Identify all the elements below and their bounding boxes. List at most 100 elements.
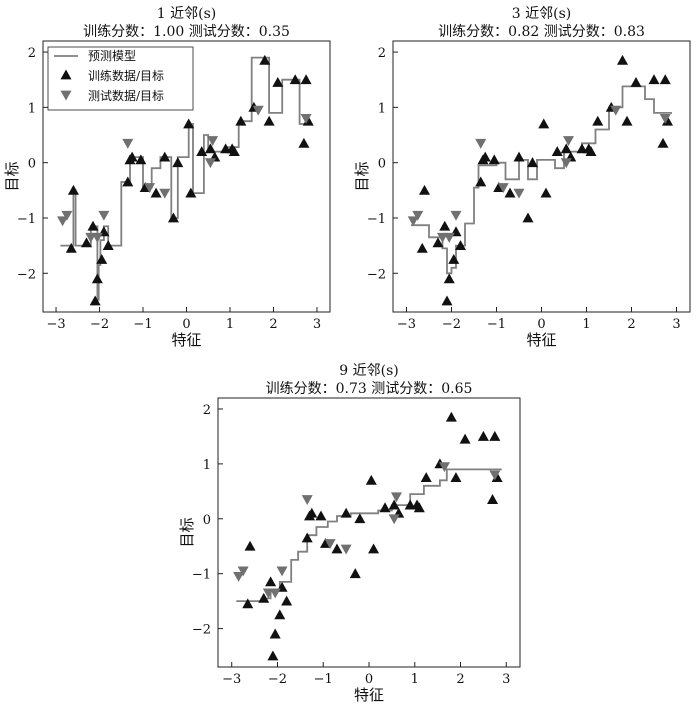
train-point bbox=[455, 240, 466, 251]
train-point bbox=[450, 472, 462, 483]
test-point bbox=[407, 216, 419, 227]
train-point bbox=[267, 650, 279, 661]
test-point bbox=[513, 188, 525, 199]
train-point bbox=[269, 628, 281, 639]
plot-area bbox=[57, 54, 314, 306]
train-point bbox=[448, 253, 460, 264]
train-point bbox=[301, 532, 313, 543]
train-point bbox=[258, 592, 270, 603]
train-point bbox=[592, 115, 604, 126]
plot-frame bbox=[392, 40, 691, 313]
test-point bbox=[563, 136, 574, 147]
train-point bbox=[263, 115, 275, 126]
chart-title: 3 近邻(s) bbox=[512, 6, 571, 22]
train-point bbox=[102, 240, 114, 251]
x-tick-label: −1 bbox=[487, 317, 506, 332]
plot-area bbox=[407, 54, 673, 306]
chart-panel-1: 1 近邻(s) 训练分数：1.00 测试分数：0.35 −3 −2 −1 0 1 2 3 −2 −1… bbox=[3, 6, 331, 349]
train-point bbox=[259, 54, 271, 65]
train-point bbox=[331, 543, 343, 554]
train-point bbox=[488, 154, 500, 165]
train-point bbox=[150, 187, 162, 198]
model-prediction-line bbox=[411, 85, 672, 275]
x-tick-label: 2 bbox=[627, 317, 635, 332]
y-tick-label: 1 bbox=[203, 458, 211, 473]
train-point bbox=[235, 115, 247, 126]
train-point bbox=[648, 74, 660, 85]
train-point bbox=[298, 137, 310, 148]
x-tick-label: −1 bbox=[314, 672, 333, 687]
test-point bbox=[610, 105, 622, 116]
train-point bbox=[432, 237, 444, 248]
legend-box bbox=[47, 46, 194, 111]
train-point bbox=[80, 237, 92, 248]
x-tick-label: −2 bbox=[268, 672, 287, 687]
train-point bbox=[585, 146, 597, 157]
x-tick-label: 1 bbox=[411, 672, 419, 687]
train-point bbox=[242, 598, 254, 609]
train-point bbox=[475, 176, 487, 187]
train-point bbox=[185, 187, 197, 198]
train-point bbox=[662, 115, 673, 126]
test-point bbox=[207, 136, 219, 147]
y-tick-label: 2 bbox=[203, 403, 211, 418]
train-point bbox=[300, 74, 312, 85]
train-point bbox=[306, 507, 318, 518]
train-point bbox=[513, 151, 525, 162]
train-point bbox=[89, 295, 101, 306]
train-point bbox=[659, 74, 671, 85]
test-point bbox=[340, 544, 352, 555]
chart-subtitle: 训练分数：0.73 测试分数：0.65 bbox=[266, 381, 473, 397]
train-point bbox=[87, 220, 99, 231]
train-point bbox=[504, 187, 516, 198]
test-point bbox=[57, 216, 69, 227]
plot-frame bbox=[217, 397, 521, 668]
chart-title: 9 近邻(s) bbox=[339, 363, 398, 379]
test-point bbox=[237, 566, 249, 577]
test-point bbox=[122, 138, 134, 149]
train-point bbox=[96, 253, 108, 264]
train-point bbox=[289, 74, 301, 85]
train-point bbox=[159, 151, 171, 162]
train-point bbox=[439, 220, 451, 231]
train-point bbox=[349, 568, 361, 579]
model-prediction-line bbox=[236, 468, 502, 602]
test-point bbox=[233, 572, 245, 582]
y-tick-label: 0 bbox=[378, 157, 386, 172]
train-point bbox=[540, 187, 552, 198]
train-point bbox=[368, 543, 380, 554]
test-point bbox=[98, 210, 110, 221]
x-tick-label: 3 bbox=[672, 317, 680, 332]
train-point bbox=[630, 76, 642, 87]
y-axis-label: 目标 bbox=[353, 161, 371, 191]
train-point bbox=[135, 154, 147, 165]
test-point bbox=[388, 514, 400, 525]
y-tick-label: 2 bbox=[28, 46, 36, 61]
train-point bbox=[657, 137, 669, 148]
chart-subtitle: 训练分数：0.82 测试分数：0.83 bbox=[438, 24, 645, 40]
train-point bbox=[487, 494, 499, 504]
y-axis-label: 目标 bbox=[178, 517, 196, 547]
x-tick-label: 0 bbox=[182, 317, 190, 332]
test-point bbox=[276, 566, 288, 577]
train-point bbox=[244, 540, 256, 551]
x-tick-label: 3 bbox=[313, 317, 321, 332]
train-point bbox=[416, 242, 428, 253]
test-point bbox=[252, 105, 264, 116]
train-point bbox=[272, 76, 284, 87]
test-point bbox=[450, 210, 462, 221]
test-point bbox=[390, 492, 402, 503]
test-point bbox=[497, 183, 509, 194]
test-point bbox=[489, 470, 501, 481]
train-point bbox=[388, 499, 400, 510]
train-point bbox=[65, 242, 77, 253]
train-point bbox=[91, 273, 103, 284]
train-point bbox=[477, 430, 489, 441]
train-point bbox=[265, 576, 277, 587]
test-point bbox=[443, 232, 455, 243]
chart-panel-2: 3 近邻(s) 训练分数：0.82 测试分数：0.83 −3 −2 −1 0 1 2 3 −2 −1… bbox=[353, 6, 691, 349]
legend-label: 预测模型 bbox=[88, 49, 136, 63]
test-point bbox=[204, 158, 216, 169]
train-point bbox=[560, 143, 572, 154]
test-point bbox=[475, 138, 487, 149]
